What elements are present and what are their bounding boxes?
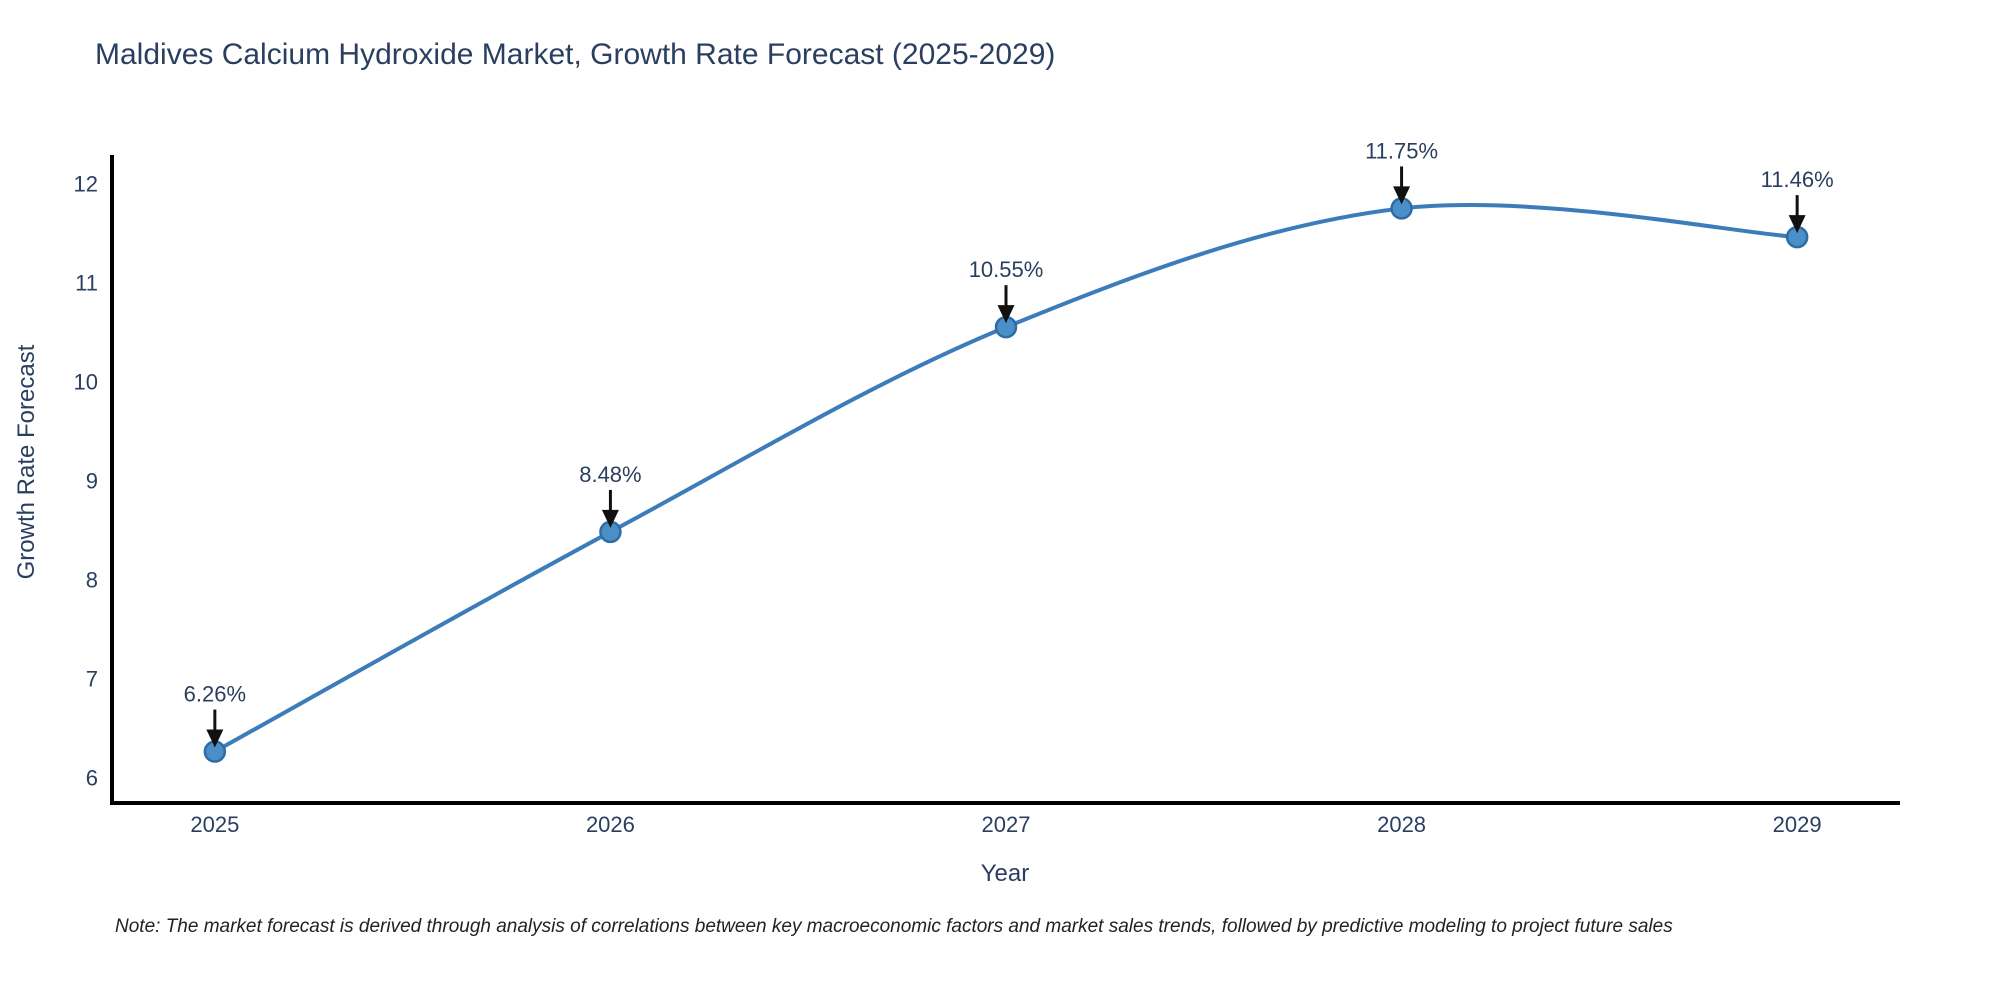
y-tick-label: 7 [86, 666, 98, 691]
x-axis-title: Year [980, 860, 1030, 887]
point-annotation-label: 6.26% [184, 682, 246, 707]
y-axis-title: Growth Rate Forecast [13, 344, 40, 580]
x-tick-label: 2028 [1377, 812, 1426, 837]
y-tick-label: 6 [86, 765, 98, 790]
y-tick-label: 12 [74, 172, 98, 197]
x-tick-label: 2027 [982, 812, 1031, 837]
point-annotation-label: 11.75% [1365, 138, 1438, 163]
x-tick-label: 2025 [190, 812, 239, 837]
y-tick-label: 9 [86, 468, 98, 493]
footnote-text: Note: The market forecast is derived thr… [115, 916, 1673, 937]
annotation-arrow-head [601, 509, 619, 528]
annotation-arrow-head [1788, 215, 1806, 234]
chart-title: Maldives Calcium Hydroxide Market, Growt… [95, 38, 1056, 71]
y-tick-label: 8 [86, 567, 98, 592]
point-annotation-label: 8.48% [579, 462, 641, 487]
y-tick-label: 10 [74, 370, 98, 395]
point-annotation-label: 10.55% [969, 257, 1044, 282]
x-tick-label: 2029 [1773, 812, 1822, 837]
x-tick-label: 2026 [586, 812, 635, 837]
annotation-arrow-head [997, 305, 1015, 324]
point-annotation-label: 11.46% [1761, 167, 1834, 192]
y-tick-label: 11 [75, 271, 98, 296]
annotation-arrow-head [1393, 186, 1411, 205]
annotation-arrow-head [206, 729, 224, 748]
